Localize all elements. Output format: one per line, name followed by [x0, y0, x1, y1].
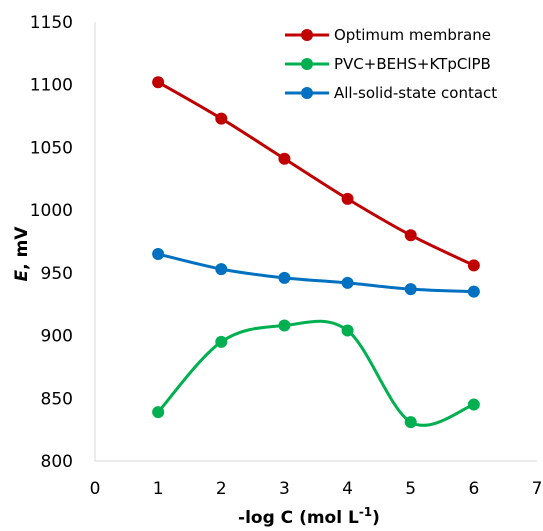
axes: 800 850 900 950 1000 1050 1100 1150 0 1 2 3 4 5 6 7: [30, 13, 543, 499]
data-point: [152, 248, 165, 261]
data-point: [152, 76, 165, 89]
x-tick-label: 6: [468, 479, 479, 499]
data-point: [278, 319, 291, 332]
y-axis-title: E, mV: [12, 226, 32, 282]
data-point: [404, 416, 417, 429]
data-point: [341, 192, 354, 205]
x-tick-label: 3: [279, 479, 290, 499]
legend-label: Optimum membrane: [334, 26, 491, 44]
data-point: [215, 112, 228, 125]
y-tick-label: 1000: [30, 201, 73, 221]
data-point: [467, 259, 480, 272]
y-tick-label: 1100: [30, 76, 73, 96]
y-tick-label: 850: [41, 389, 73, 409]
x-tick-label: 7: [532, 479, 543, 499]
x-tick-label: 0: [90, 479, 101, 499]
series-2: [152, 248, 480, 298]
x-axis-title: -log C (mol L-1): [238, 505, 380, 528]
series-line: [157, 319, 475, 427]
data-point: [404, 229, 417, 242]
data-point: [215, 335, 228, 348]
legend-label: All-solid-state contact: [334, 84, 497, 102]
series-layer: [152, 76, 480, 429]
data-point: [341, 276, 354, 289]
data-point: [467, 398, 480, 411]
legend: Optimum membrane PVC+BEHS+KTpClPB All-soli…: [285, 26, 497, 102]
legend-item: All-solid-state contact: [285, 84, 497, 102]
y-tick-label: 1050: [30, 138, 73, 158]
data-point: [467, 285, 480, 298]
x-tick-label: 5: [405, 479, 416, 499]
legend-marker: [301, 29, 313, 41]
legend-label: PVC+BEHS+KTpClPB: [334, 55, 491, 73]
series-line: [157, 80, 475, 267]
legend-item: Optimum membrane: [285, 26, 491, 44]
data-point: [278, 152, 291, 165]
series-0: [152, 76, 480, 272]
data-point: [152, 406, 165, 419]
data-point: [215, 263, 228, 276]
legend-marker: [301, 58, 313, 70]
legend-item: PVC+BEHS+KTpClPB: [285, 55, 491, 73]
legend-marker: [301, 87, 313, 99]
y-tick-label: 800: [41, 452, 73, 472]
y-tick-label: 1150: [30, 13, 73, 33]
data-point: [278, 271, 291, 284]
y-tick-label: 900: [41, 327, 73, 347]
series-1: [152, 319, 480, 429]
x-tick-label: 1: [153, 479, 164, 499]
x-tick-label: 4: [342, 479, 353, 499]
y-tick-label: 950: [41, 264, 73, 284]
x-tick-label: 2: [216, 479, 227, 499]
series-line: [157, 252, 474, 294]
data-point: [404, 283, 417, 296]
data-point: [341, 324, 354, 337]
